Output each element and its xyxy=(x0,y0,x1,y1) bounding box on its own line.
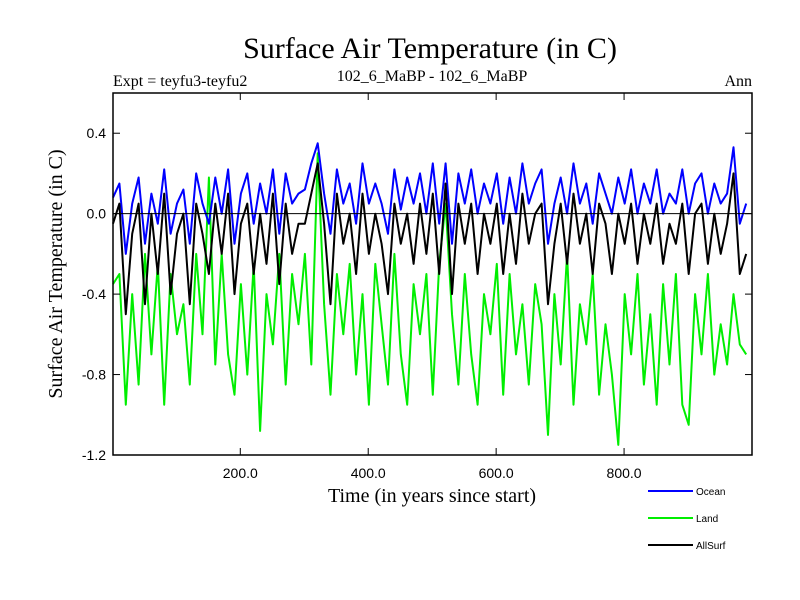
subtitle-right: Ann xyxy=(724,73,752,90)
legend: Ocean Land AllSurf xyxy=(648,487,726,552)
legend-label-ocean: Ocean xyxy=(696,487,725,498)
y-tick-label: -0.4 xyxy=(82,286,106,302)
y-tick-label: -0.8 xyxy=(82,367,106,383)
axis-ticks: 200.0 400.0 600.0 800.0 -1.2 -0.8 -0.4 0.0 0.4 xyxy=(82,93,752,481)
series-line-ocean xyxy=(112,142,748,255)
series-line-land xyxy=(112,152,748,446)
series-line-allsurf xyxy=(112,162,748,316)
x-tick-label: 600.0 xyxy=(479,465,514,481)
x-axis-label: Time (in years since start) xyxy=(328,485,536,507)
x-tick-label: 400.0 xyxy=(351,465,386,481)
plot-frame xyxy=(112,92,753,456)
subtitle-center: 102_6_MaBP - 102_6_MaBP xyxy=(337,68,528,85)
x-tick-label: 200.0 xyxy=(223,465,258,481)
y-axis-label: Surface Air Temperature (in C) xyxy=(45,149,67,398)
legend-label-land: Land xyxy=(696,514,718,525)
legend-label-allsurf: AllSurf xyxy=(696,541,726,552)
y-tick-label: -1.2 xyxy=(82,447,106,463)
subtitle-left: Expt = teyfu3-teyfu2 xyxy=(113,73,247,90)
chart-title: Surface Air Temperature (in C) xyxy=(243,32,617,65)
y-tick-label: 0.4 xyxy=(87,125,107,141)
y-tick-label: 0.0 xyxy=(87,206,107,222)
x-tick-label: 800.0 xyxy=(607,465,642,481)
plot-lines xyxy=(112,142,748,446)
